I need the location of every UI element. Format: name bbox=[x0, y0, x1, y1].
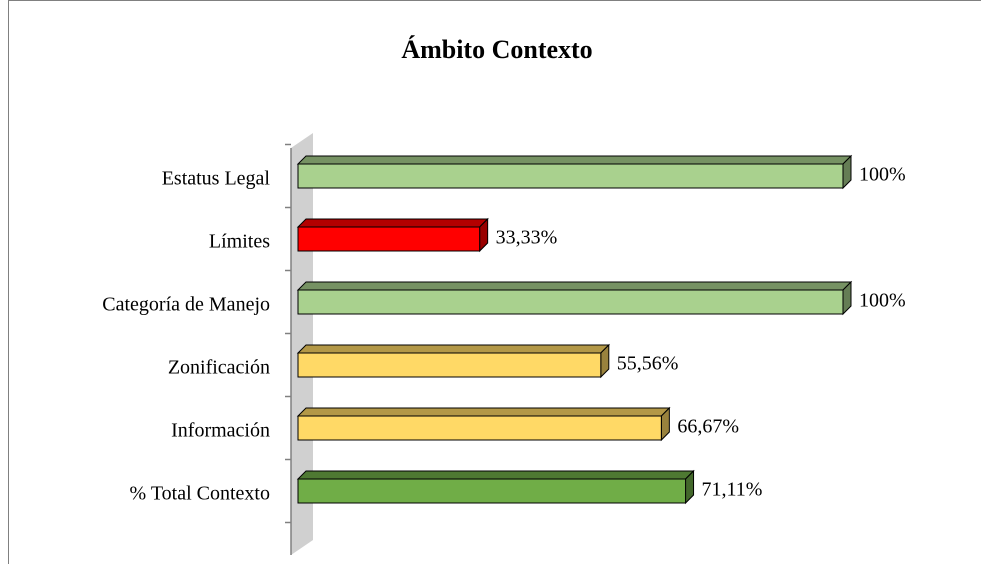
bar-top bbox=[296, 470, 695, 480]
category-label: Información bbox=[171, 420, 270, 442]
bar bbox=[297, 352, 602, 378]
category-label: Límites bbox=[209, 231, 270, 253]
category-label: Zonificación bbox=[168, 357, 270, 379]
category-label: Estatus Legal bbox=[162, 168, 271, 190]
bar bbox=[297, 478, 687, 504]
data-label: 66,67% bbox=[677, 416, 739, 438]
bar-top bbox=[296, 218, 489, 228]
category-label: % Total Contexto bbox=[130, 483, 270, 505]
bar bbox=[297, 226, 481, 252]
category-label: Categoría de Manejo bbox=[102, 294, 270, 316]
bar-top bbox=[296, 407, 671, 417]
bar bbox=[297, 415, 662, 441]
bar-top bbox=[296, 155, 853, 165]
bar-top bbox=[296, 281, 853, 291]
chart-title: Ámbito Contexto bbox=[401, 35, 592, 64]
data-label: 33,33% bbox=[496, 227, 558, 249]
data-label: 100% bbox=[859, 290, 906, 312]
bar bbox=[297, 289, 844, 315]
data-label: 55,56% bbox=[617, 353, 679, 375]
data-label: 71,11% bbox=[702, 479, 763, 501]
bar bbox=[297, 163, 844, 189]
bar-top bbox=[296, 344, 611, 354]
data-label: 100% bbox=[859, 164, 906, 186]
